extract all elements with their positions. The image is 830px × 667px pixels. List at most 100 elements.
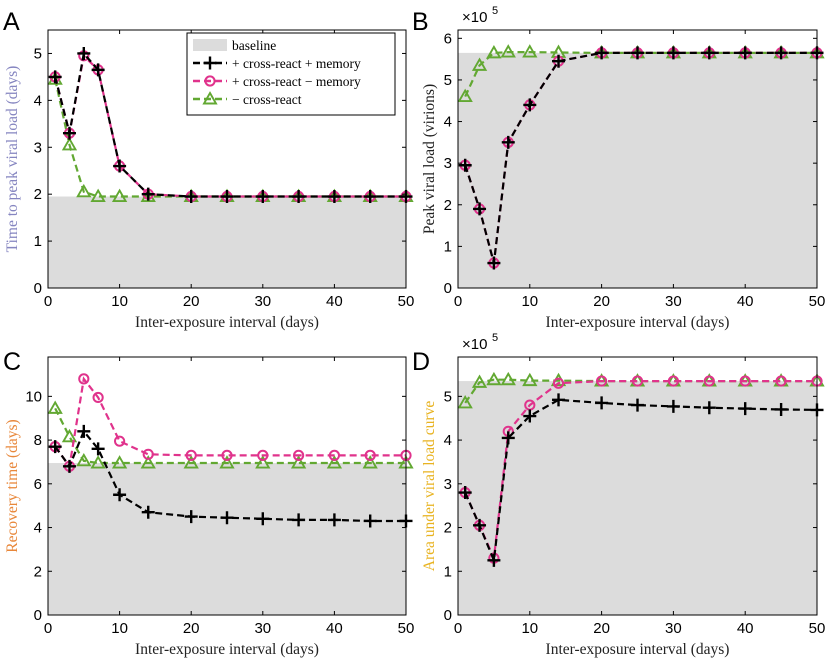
plus-marker — [552, 393, 566, 407]
triangle-marker — [111, 455, 128, 469]
y-tick-label: 1 — [444, 563, 452, 580]
triangle-marker — [500, 371, 516, 386]
triangle-marker — [76, 183, 92, 198]
plus-marker — [595, 46, 609, 60]
circle-marker — [142, 448, 154, 460]
circle-marker — [293, 449, 305, 461]
legend-label: − cross-react — [232, 92, 302, 107]
legend-swatch — [193, 39, 227, 51]
axes-box — [457, 29, 818, 289]
plus-marker — [552, 54, 566, 68]
triangle-marker — [140, 188, 156, 202]
y-tick-label: 2 — [444, 197, 452, 214]
triangle-marker — [47, 400, 63, 414]
x-tick-label: 30 — [254, 293, 271, 310]
y-tick-label: 2 — [444, 520, 452, 537]
panel-letter: C — [3, 348, 21, 376]
y-tick-label: 8 — [34, 432, 42, 449]
axes-box — [47, 29, 407, 289]
plus-marker — [473, 202, 487, 216]
series-memory — [48, 424, 413, 528]
plus-marker — [62, 459, 76, 473]
plus-marker — [666, 46, 680, 60]
triangle-marker — [47, 71, 63, 85]
y-tick-label: 0 — [444, 607, 452, 624]
panel-b: 0 10 20 30 40 50 0 1 2 3 4 5 6 Inter-exposure interva… — [412, 5, 825, 331]
plus-marker — [113, 159, 127, 173]
series-no-cross — [47, 400, 414, 469]
series-memory — [458, 393, 824, 567]
plus-marker — [702, 401, 716, 415]
plus-marker — [220, 190, 234, 204]
legend-entry-no-memory: + cross-react − memory — [193, 74, 361, 89]
y-tick-label: 1 — [444, 238, 452, 255]
scale-factor-exponent: 5 — [492, 5, 498, 17]
triangle-marker — [76, 452, 92, 467]
plus-marker — [631, 398, 644, 412]
y-tick-label: 0 — [34, 607, 42, 624]
x-tick-label: 50 — [398, 620, 415, 637]
x-tick-label: 0 — [454, 620, 462, 637]
plus-marker — [774, 46, 788, 60]
y-axis-label: Time to peak viral load (days) — [4, 66, 21, 253]
x-axis-label: Inter-exposure interval (days) — [135, 641, 319, 658]
circle-marker — [739, 375, 751, 387]
circle-marker — [328, 449, 340, 461]
y-tick-label: 5 — [444, 72, 452, 89]
plus-marker — [256, 512, 270, 526]
x-axis-label: Inter-exposure interval (days) — [135, 314, 319, 331]
x-axis-label: Inter-exposure interval (days) — [546, 641, 730, 658]
triangle-marker — [61, 137, 78, 151]
plus-marker — [458, 158, 472, 172]
series-line — [54, 376, 406, 470]
series-no-memory — [49, 373, 412, 472]
plus-marker — [327, 513, 341, 527]
y-tick-label: 3 — [34, 139, 42, 156]
plus-marker — [738, 402, 752, 416]
plus-marker — [292, 513, 306, 527]
series-memory — [458, 46, 824, 270]
y-tick-label: 10 — [25, 388, 42, 405]
circle-marker — [364, 449, 376, 461]
legend-entry-no-cross: − cross-react — [193, 91, 302, 107]
plus-marker — [595, 396, 609, 410]
y-axis-label: Peak viral load (virions) — [421, 84, 438, 234]
triangle-marker — [90, 455, 106, 469]
plus-marker — [774, 402, 788, 416]
plus-marker — [631, 46, 644, 60]
circle-marker — [204, 75, 216, 87]
plus-marker — [184, 510, 198, 524]
y-tick-label: 6 — [34, 476, 42, 493]
circle-marker — [185, 449, 197, 461]
triangle-marker — [457, 88, 473, 103]
plus-marker — [77, 424, 91, 438]
y-tick-label: 5 — [34, 45, 42, 62]
y-tick-label: 6 — [444, 30, 452, 47]
axes-box — [47, 356, 407, 616]
plus-marker — [48, 440, 62, 454]
plus-marker — [113, 488, 127, 502]
plus-marker — [48, 70, 62, 84]
circle-marker — [78, 373, 90, 385]
x-tick-label: 30 — [665, 293, 682, 310]
circle-marker — [775, 375, 787, 387]
y-tick-label: 4 — [34, 520, 42, 537]
x-tick-label: 20 — [593, 620, 610, 637]
plus-marker — [91, 442, 105, 456]
x-tick-label: 10 — [111, 293, 128, 310]
plus-marker — [738, 46, 752, 60]
legend-entry-memory: + cross-react + memory — [193, 56, 361, 71]
x-tick-label: 50 — [809, 620, 826, 637]
triangle-marker — [362, 455, 378, 469]
circle-marker — [92, 391, 104, 404]
panel-d: 0 10 20 30 40 50 0 1 2 3 4 5 Inter-exposure interval… — [412, 332, 825, 658]
plus-marker — [523, 98, 537, 112]
triangle-marker — [202, 91, 218, 105]
circle-marker — [667, 375, 680, 387]
plus-marker — [363, 190, 377, 204]
x-tick-label: 10 — [111, 620, 128, 637]
x-tick-label: 20 — [183, 620, 200, 637]
x-tick-label: 0 — [44, 620, 52, 637]
x-tick-label: 30 — [254, 620, 271, 637]
x-tick-label: 10 — [521, 293, 538, 310]
